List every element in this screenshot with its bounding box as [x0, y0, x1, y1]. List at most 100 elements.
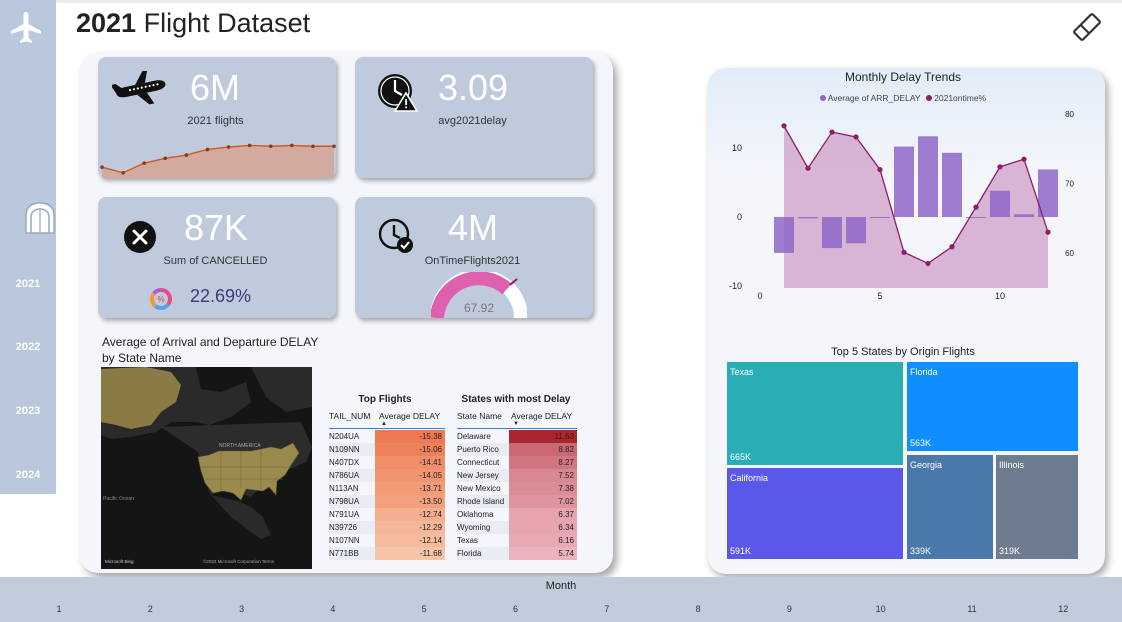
- year-button-2022[interactable]: 2022: [15, 341, 41, 353]
- table-row[interactable]: Puerto Rico 8.82: [457, 443, 577, 456]
- top-flights-table[interactable]: TAIL_NUM Average DELAY ▲ N204UA -15.38 N10…: [329, 411, 445, 561]
- arr-delay-bar[interactable]: [1038, 169, 1058, 217]
- top-flight-name-cell: N771BB: [329, 549, 359, 558]
- month-tick[interactable]: 2: [147, 604, 153, 614]
- legend-dot-ontime: [925, 95, 932, 101]
- ontime-point[interactable]: [1021, 156, 1027, 162]
- state-value-cell: 7.52: [509, 469, 577, 482]
- airplane-icon: [112, 71, 166, 105]
- sparkline-point: [268, 144, 273, 149]
- treemap-tile-texas[interactable]: Texas 665K: [727, 362, 903, 465]
- table-row[interactable]: Wyoming 6.34: [457, 521, 577, 534]
- table-row[interactable]: N109NN -15.06: [329, 443, 445, 456]
- delay-trend-chart[interactable]: -10 0 10 60 70 80 0 5 10: [708, 100, 1105, 310]
- ontime-point[interactable]: [877, 167, 883, 173]
- month-tick[interactable]: 10: [875, 604, 886, 614]
- month-tick[interactable]: 5: [421, 604, 427, 614]
- table-row[interactable]: N407DX -14.41: [329, 456, 445, 469]
- arr-delay-bar[interactable]: [822, 217, 842, 249]
- kpi-delay-label: avg2021delay: [438, 115, 507, 127]
- ontime-point[interactable]: [1045, 229, 1051, 235]
- table-row[interactable]: Rhode Island 7.02: [457, 495, 577, 508]
- treemap-tile-california[interactable]: California 591K: [727, 468, 903, 559]
- x-axis-tick: 10: [995, 291, 1005, 301]
- ontime-point[interactable]: [901, 249, 907, 255]
- month-slicer-title: Month: [545, 580, 577, 592]
- kpi-cancelled-percent: 22.69%: [190, 286, 252, 306]
- states-col-delay[interactable]: Average DELAY: [511, 411, 573, 421]
- top-flight-name-cell: N204UA: [329, 432, 360, 441]
- ontime-point[interactable]: [781, 123, 787, 129]
- states-col-name[interactable]: State Name: [457, 411, 502, 421]
- month-tick[interactable]: 3: [239, 604, 245, 614]
- arr-delay-bar[interactable]: [774, 217, 794, 253]
- table-row[interactable]: Oklahoma 6.37: [457, 508, 577, 521]
- arr-delay-bar[interactable]: [1014, 214, 1034, 217]
- year-button-2021[interactable]: 2021: [15, 278, 41, 290]
- table-row[interactable]: N798UA -13.50: [329, 495, 445, 508]
- kpi-flights-value: 6M: [189, 67, 240, 108]
- arr-delay-bar[interactable]: [846, 217, 866, 244]
- ontime-point[interactable]: [925, 260, 931, 267]
- table-row[interactable]: N771BB -11.68: [329, 547, 445, 560]
- us-delay-map[interactable]: NORTH AMERICA Pacific Ocean Microsoft Bi…: [101, 367, 312, 569]
- month-tick[interactable]: 11: [967, 604, 977, 614]
- table-row[interactable]: N786UA -14.05: [329, 469, 445, 482]
- year-button-2023[interactable]: 2023: [15, 405, 41, 417]
- table-row[interactable]: N107NN -12.14: [329, 534, 445, 547]
- state-name-cell: Florida: [457, 549, 482, 558]
- ontime-point[interactable]: [973, 204, 979, 210]
- map-title: Average of Arrival and Departure DELAY b…: [102, 335, 319, 365]
- sparkline-point: [290, 143, 294, 148]
- table-row[interactable]: Texas 6.16: [457, 534, 577, 547]
- arr-delay-bar[interactable]: [966, 217, 986, 218]
- kpi-cancelled-label: Sum of CANCELLED: [163, 255, 268, 267]
- kpi-cancelled-value: 87K: [183, 207, 249, 248]
- table-row[interactable]: Florida 5.74: [457, 547, 577, 560]
- treemap-tile-florida[interactable]: Florida 563K: [907, 362, 1078, 451]
- ontime-point[interactable]: [997, 164, 1003, 170]
- arr-delay-bar[interactable]: [942, 152, 962, 217]
- table-row[interactable]: New Mexico 7.38: [457, 482, 577, 495]
- top-flight-value-cell: -13.71: [375, 482, 445, 495]
- ontime-point[interactable]: [949, 244, 955, 250]
- top-flight-value-cell: -14.41: [375, 456, 445, 469]
- month-tick[interactable]: 7: [604, 604, 610, 614]
- month-tick[interactable]: 4: [330, 604, 336, 614]
- table-row[interactable]: N39726 -12.29: [329, 521, 445, 534]
- treemap-tile-illinois[interactable]: Illinois 319K: [996, 455, 1078, 559]
- table-row[interactable]: N204UA -15.38: [329, 430, 445, 443]
- top-flights-col-delay[interactable]: Average DELAY: [379, 411, 441, 421]
- arr-delay-bar[interactable]: [870, 217, 890, 218]
- treemap-tile-georgia[interactable]: Georgia 339K: [907, 455, 993, 559]
- month-tick[interactable]: 6: [512, 604, 518, 614]
- table-row[interactable]: Connecticut 8.27: [457, 456, 577, 469]
- top-flights-col-tailnum[interactable]: TAIL_NUM: [329, 411, 371, 421]
- month-tick[interactable]: 9: [786, 604, 792, 614]
- year-button-2024[interactable]: 2024: [15, 469, 41, 481]
- states-delay-table[interactable]: State Name Average DELAY ▼ Delaware 11.63…: [457, 411, 577, 561]
- arr-delay-bar[interactable]: [918, 136, 938, 217]
- map-label-copyright: ©2023 Microsoft Corporation Terms: [203, 558, 275, 564]
- airplane-icon[interactable]: [8, 10, 44, 46]
- arr-delay-bar[interactable]: [798, 217, 818, 219]
- table-row[interactable]: N791UA -12.74: [329, 508, 445, 521]
- eraser-icon[interactable]: [1070, 10, 1104, 44]
- arr-delay-bar[interactable]: [894, 146, 914, 217]
- table-row[interactable]: New Jersey 7.52: [457, 469, 577, 482]
- month-tick[interactable]: 1: [56, 604, 62, 614]
- month-tick[interactable]: 12: [1058, 604, 1069, 614]
- hangar-icon[interactable]: [24, 201, 56, 235]
- ontime-point[interactable]: [829, 129, 835, 135]
- ontime-point[interactable]: [853, 134, 859, 140]
- table-row[interactable]: Delaware 11.63: [457, 430, 577, 443]
- month-tick[interactable]: 8: [695, 604, 701, 614]
- arr-delay-bar[interactable]: [990, 190, 1010, 217]
- month-slicer[interactable]: [0, 577, 1122, 622]
- table-row[interactable]: N113AN -13.71: [329, 482, 445, 495]
- delay-trend-title: Monthly Delay Trends: [844, 70, 962, 84]
- treemap-tile-value: 319K: [999, 546, 1021, 556]
- state-value-cell: 8.82: [509, 443, 577, 456]
- ontime-point[interactable]: [805, 165, 811, 171]
- map-label-pacific: Pacific Ocean: [103, 496, 134, 502]
